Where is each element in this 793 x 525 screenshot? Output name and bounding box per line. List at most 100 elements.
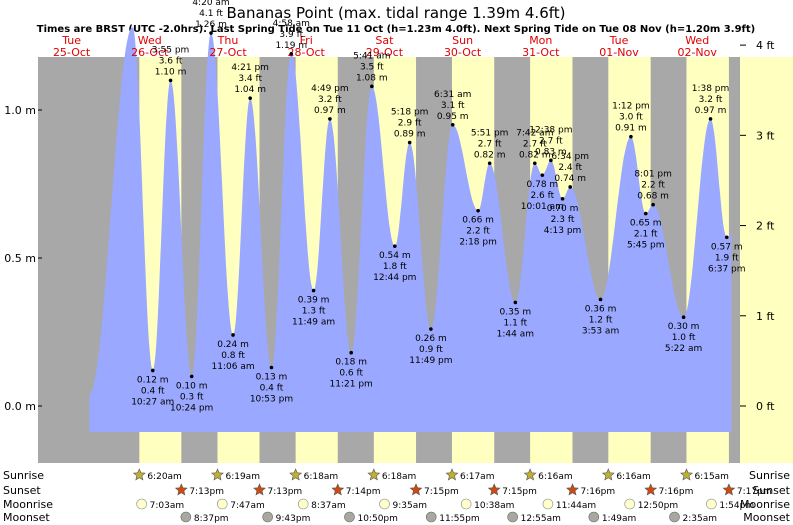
sunrise-icon [289,468,303,481]
tide-time-label: 2:18 pm [459,238,497,248]
tide-height-m-label: 0.82 m [519,150,551,160]
tide-height-ft-label: 1.8 ft [383,262,407,272]
tide-point [643,211,648,216]
sunset-time: 7:13pm [268,487,303,497]
tide-height-ft-label: 2.1 ft [634,230,658,240]
tide-time-label: 12:44 pm [373,273,416,283]
tide-time-label: 11:49 pm [409,356,452,366]
tide-point [407,140,412,145]
row-label-left: Moonrise [3,498,53,511]
moonset-time: 10:50pm [357,514,397,524]
moonset-icon [262,511,273,523]
y-tick-label-m: 0.5 m [4,252,36,265]
moonrise-icon [706,498,717,510]
tide-point [724,235,729,240]
tide-area [89,27,732,432]
tide-time-label: 1:44 am [497,329,534,339]
row-label-left: Sunrise [3,469,44,482]
row-label-left: Sunset [3,484,41,497]
sunset-icon [487,483,501,496]
tide-point [168,78,173,83]
moonrise-icon [379,498,390,510]
tide-height-ft-label: 3.6 ft [159,56,183,66]
sunrise-icon [132,468,146,481]
sunset-icon [409,483,423,496]
sunrise-time: 6:15am [694,472,729,482]
tide-height-m-label: 0.97 m [695,106,727,116]
tide-time-label: 4:21 pm [231,63,269,73]
sunrise-icon [523,468,537,481]
tide-height-m-label: 0.10 m [176,381,208,391]
sunrise-time: 6:18am [382,472,417,482]
tide-height-m-label: 1.08 m [356,73,388,83]
moonrise-time: 9:35am [393,501,428,511]
tide-height-m-label: 1.04 m [234,85,266,95]
tide-height-ft-label: 1.1 ft [503,318,527,328]
tide-time-label: 5:51 pm [471,128,509,138]
moonset-icon [344,511,355,523]
tide-point [189,374,194,379]
sunset-time: 7:16pm [659,487,694,497]
moonset-icon [669,511,680,523]
day-name: Sun [452,34,473,47]
tide-point [708,117,713,121]
tide-height-ft-label: 2.7 ft [539,136,563,146]
day-name: Mon [529,34,552,47]
tide-time-label: 3:53 am [582,326,619,336]
tide-height-m-label: 0.91 m [615,124,647,134]
day-name: Wed [138,34,162,47]
tide-time-label: 7:42 am [516,128,553,138]
moonrise-time: 7:03am [150,501,185,511]
tide-point [392,244,397,248]
sunset-time: 7:13pm [189,487,224,497]
sunrise-icon [211,468,224,481]
tide-time-label: 1:12 pm [612,102,650,112]
moonrise-icon [216,498,228,510]
moonrise-icon [624,498,636,510]
tide-height-ft-label: 1.0 ft [672,333,696,343]
sunset-icon [331,483,345,496]
sunrise-time: 6:16am [538,472,573,482]
day-date: 30-Oct [444,46,482,59]
tide-point [560,197,565,201]
tide-time-label: 11:49 am [292,318,335,328]
tide-point [568,185,572,189]
tide-point [450,123,455,127]
tide-height-ft-label: 2.6 ft [530,191,554,201]
tide-point [269,365,274,370]
moonrise-icon [136,498,147,510]
tide-time-label: 10:53 pm [250,395,293,405]
tide-time-label: 4:20 am [192,0,229,8]
tide-height-m-label: 0.68 m [637,192,669,202]
tide-point [248,96,252,100]
right-axis-panel [740,57,793,463]
moonrise-icon [460,498,472,510]
sunset-time: 7:15pm [424,487,459,497]
tide-height-ft-label: 3.0 ft [619,113,643,123]
tide-point [629,134,633,139]
tide-height-m-label: 0.82 m [474,150,506,160]
tide-time-label: 1:38 pm [692,84,730,94]
moonrise-time: 10:38am [474,501,514,511]
tide-height-m-label: 0.39 m [298,296,330,306]
sunset-icon [644,483,658,496]
tide-height-ft-label: 0.9 ft [419,345,443,355]
sunrise-icon [367,468,381,481]
y-axes: 0.0 m 0.5 m 1.0 m 0 ft 1 ft 2 ft 3 ft 4 ft [4,39,775,413]
day-date: 28-Oct [288,46,326,59]
tide-point [549,158,553,163]
tide-height-m-label: 0.74 m [554,174,586,184]
tide-height-m-label: 0.36 m [585,304,617,314]
tide-height-ft-label: 1.9 ft [715,253,739,263]
tide-height-ft-label: 0.6 ft [339,369,363,379]
sunrise-time: 6:16am [616,472,651,482]
tide-point [532,161,537,166]
sunset-icon [174,483,188,496]
tide-point [231,333,235,337]
tide-point [349,350,353,355]
tide-time-label: 8:01 pm [634,170,672,180]
tide-time-label: 4:13 pm [544,226,582,236]
day-headers: Tue25-OctWed26-OctThu27-OctFri28-OctSat2… [53,34,717,59]
tide-height-ft-label: 2.7 ft [523,139,547,149]
moonset-time: 2:35am [683,514,718,524]
